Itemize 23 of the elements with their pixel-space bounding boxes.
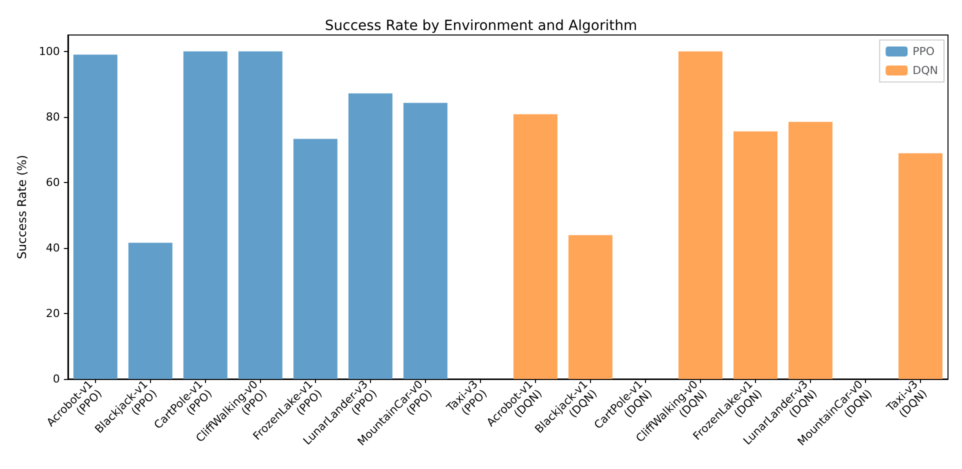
bar: [348, 93, 392, 379]
legend-label: PPO: [912, 45, 935, 58]
bar: [183, 51, 228, 379]
bar: [73, 54, 118, 379]
y-tick-label: 0: [52, 372, 60, 386]
chart-title: Success Rate by Environment and Algorithm: [324, 18, 638, 34]
bar: [568, 235, 612, 379]
bar: [513, 114, 558, 379]
bar: [238, 51, 282, 379]
y-axis-title: Success Rate (%): [15, 154, 29, 260]
y-tick-label: 60: [46, 176, 60, 189]
bar: [403, 102, 448, 379]
y-tick-label: 80: [46, 110, 60, 124]
bar: [678, 51, 722, 379]
bar: [293, 138, 338, 379]
bar: [788, 122, 832, 379]
bar: [733, 131, 778, 379]
legend-label: DQN: [912, 64, 938, 77]
y-tick-label: 40: [46, 241, 60, 254]
bar: [128, 242, 172, 379]
y-tick-label: 20: [46, 306, 60, 320]
bar: [898, 153, 942, 379]
y-tick-label: 100: [38, 44, 60, 58]
